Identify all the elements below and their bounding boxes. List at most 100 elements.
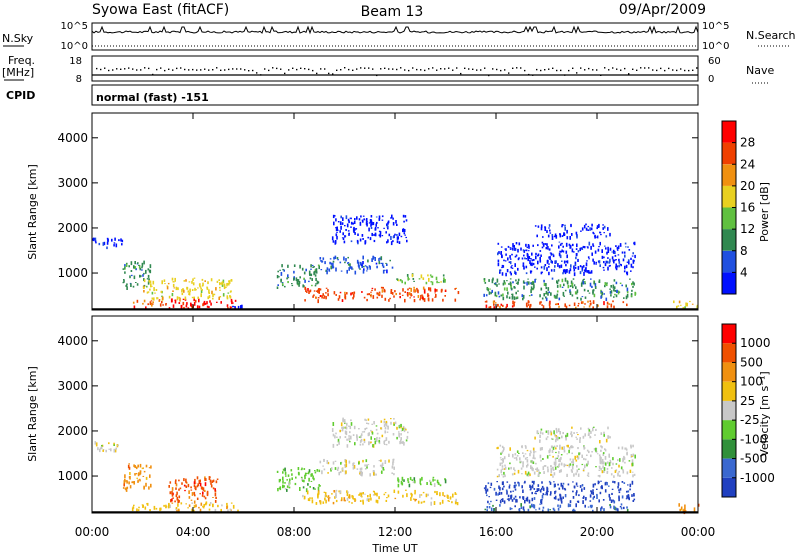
echo-cell: [428, 287, 430, 291]
echo-cell: [297, 279, 300, 283]
echo-cell: [613, 259, 616, 262]
echo-cell: [552, 475, 554, 478]
echo-cell: [577, 266, 580, 270]
echo-cell: [555, 303, 557, 306]
echo-cell: [353, 221, 356, 224]
echo-cell: [515, 279, 517, 282]
echo-cell: [323, 459, 325, 462]
echo-cell: [335, 499, 338, 503]
echo-cell: [402, 440, 404, 443]
echo-cell: [429, 287, 432, 291]
echo-cell: [212, 497, 214, 498]
nave-point: [252, 69, 254, 72]
echo-cell: [604, 245, 606, 247]
echo-cell: [393, 418, 395, 420]
echo-cell: [625, 295, 628, 300]
echo-cell: [577, 447, 579, 450]
echo-cell: [606, 301, 609, 305]
echo-cell: [401, 294, 404, 296]
echo-cell: [632, 260, 635, 264]
nave-point: [120, 68, 122, 70]
echo-cell: [412, 481, 415, 484]
echo-cell: [165, 504, 167, 509]
echo-cell: [584, 498, 587, 501]
echo-cell: [543, 471, 545, 474]
echo-cell: [322, 465, 324, 467]
echo-cell: [544, 264, 547, 267]
echo-cell: [94, 237, 97, 241]
echo-cell: [552, 469, 555, 471]
echo-cell: [373, 465, 375, 468]
x-tick-label: 20:00: [580, 525, 615, 539]
echo-cell: [503, 456, 506, 460]
echo-cell: [444, 295, 446, 297]
echo-cell: [613, 505, 615, 510]
echo-cell: [502, 293, 504, 297]
echo-cell: [615, 294, 618, 298]
echo-cell: [615, 266, 617, 269]
echo-cell: [576, 296, 579, 300]
echo-cell: [206, 301, 208, 305]
echo-cell: [572, 278, 575, 280]
nave-point: [248, 70, 250, 72]
echo-cell: [583, 272, 585, 276]
echo-cell: [500, 252, 502, 255]
echo-cell: [489, 288, 491, 290]
echo-cell: [589, 436, 592, 438]
echo-cell: [561, 242, 563, 245]
echo-cell: [545, 430, 548, 433]
echo-cell: [182, 298, 185, 300]
echo-cell: [350, 221, 353, 225]
echo-cell: [563, 449, 566, 453]
echo-cell: [528, 256, 531, 259]
echo-cell: [493, 303, 495, 306]
echo-cell: [177, 499, 179, 504]
echo-cell: [339, 261, 342, 264]
echo-cell: [541, 485, 544, 488]
nave-point: [296, 68, 298, 71]
echo-cell: [317, 486, 320, 491]
echo-cell: [571, 233, 573, 236]
echo-cell: [396, 240, 399, 244]
echo-cell: [381, 289, 384, 293]
echo-cell: [368, 222, 371, 224]
echo-cell: [122, 281, 125, 284]
echo-cell: [618, 264, 620, 268]
echo-cell: [567, 444, 569, 448]
echo-cell: [615, 463, 618, 465]
echo-cell: [513, 245, 515, 248]
echo-cell: [530, 282, 532, 285]
echo-cell: [378, 261, 381, 265]
echo-cell: [357, 261, 360, 265]
echo-cell: [317, 496, 319, 499]
echo-cell: [603, 461, 605, 465]
echo-cell: [198, 305, 201, 309]
echo-cell: [107, 238, 109, 242]
echo-cell: [151, 285, 153, 287]
echo-cell: [349, 435, 352, 439]
echo-cell: [418, 278, 421, 280]
echo-cell: [153, 287, 155, 292]
echo-cell: [303, 495, 306, 500]
echo-cell: [199, 508, 202, 512]
echo-cell: [336, 257, 339, 260]
echo-cell: [232, 305, 235, 307]
nave-point: [564, 74, 566, 76]
echo-cell: [210, 484, 213, 488]
echo-cell: [362, 220, 364, 223]
echo-cell: [547, 430, 550, 434]
echo-cell: [559, 444, 561, 449]
echo-cell: [168, 307, 171, 309]
echo-cell: [570, 264, 572, 268]
echo-cell: [312, 487, 315, 490]
echo-cell: [527, 258, 530, 261]
nave-point: [588, 67, 590, 70]
echo-cell: [403, 229, 406, 232]
nave-point: [212, 69, 214, 71]
echo-cell: [603, 467, 606, 471]
echo-cell: [408, 292, 411, 296]
echo-cell: [378, 234, 381, 237]
echo-cell: [546, 267, 548, 272]
echo-cell: [542, 305, 545, 309]
echo-cell: [507, 245, 510, 248]
